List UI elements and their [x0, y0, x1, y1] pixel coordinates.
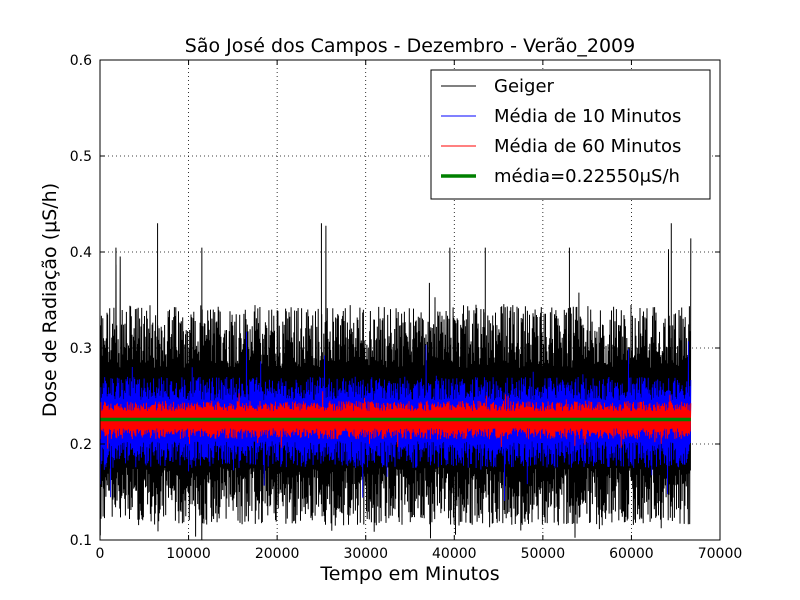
series-layer: [100, 223, 692, 540]
y-tick-label: 0.2: [70, 437, 92, 453]
series-media-10: [100, 331, 692, 501]
x-tick-label: 60000: [609, 546, 654, 562]
legend-box: [430, 69, 711, 200]
ticks: 0 10000 20000 30000 40000 50000 60000 70000 0.1 0…: [70, 53, 743, 562]
legend: Geiger Média de 10 Minutos Média de 60 Min…: [430, 69, 711, 200]
legend-media-60-label: Média de 60 Minutos: [494, 136, 681, 157]
x-axis-label: Tempo em Minutos: [319, 563, 499, 585]
x-tick-label: 20000: [255, 546, 300, 562]
y-tick-label: 0.4: [70, 245, 92, 261]
x-tick-label: 40000: [432, 546, 477, 562]
chart-title: São José dos Campos - Dezembro - Verão_2…: [185, 35, 635, 57]
legend-media-10-label: Média de 10 Minutos: [494, 106, 681, 127]
y-tick-label: 0.1: [70, 533, 92, 549]
series-media-60: [100, 391, 692, 449]
y-tick-label: 0.3: [70, 341, 92, 357]
x-tick-label: 30000: [343, 546, 388, 562]
y-axis-label: Dose de Radiação (μS/h): [39, 183, 61, 417]
x-tick-label: 50000: [521, 546, 566, 562]
legend-geiger-label: Geiger: [494, 76, 555, 97]
legend-media-line-label: média=0.22550μS/h: [494, 166, 680, 187]
x-tick-label: 0: [96, 546, 105, 562]
plot-frame: [99, 59, 721, 541]
x-tick-label: 70000: [698, 546, 743, 562]
y-tick-label: 0.6: [70, 53, 92, 69]
x-tick-label: 10000: [166, 546, 211, 562]
y-tick-label: 0.5: [70, 149, 92, 165]
